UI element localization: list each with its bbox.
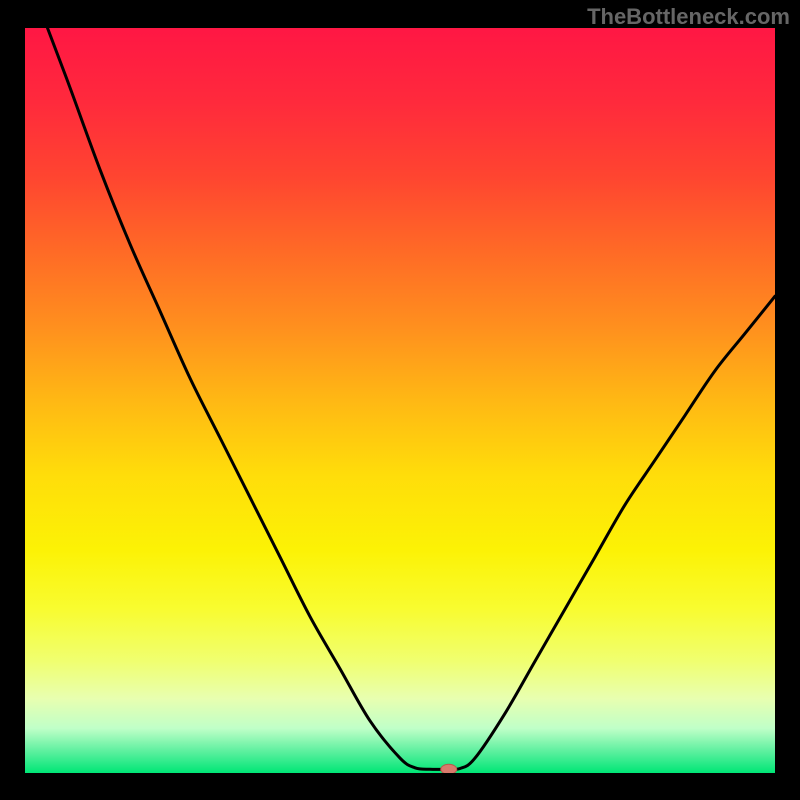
chart-plot xyxy=(25,28,775,773)
gradient-background xyxy=(25,28,775,773)
optimum-marker xyxy=(441,764,457,773)
watermark-text: TheBottleneck.com xyxy=(587,4,790,30)
chart-container: TheBottleneck.com xyxy=(0,0,800,800)
